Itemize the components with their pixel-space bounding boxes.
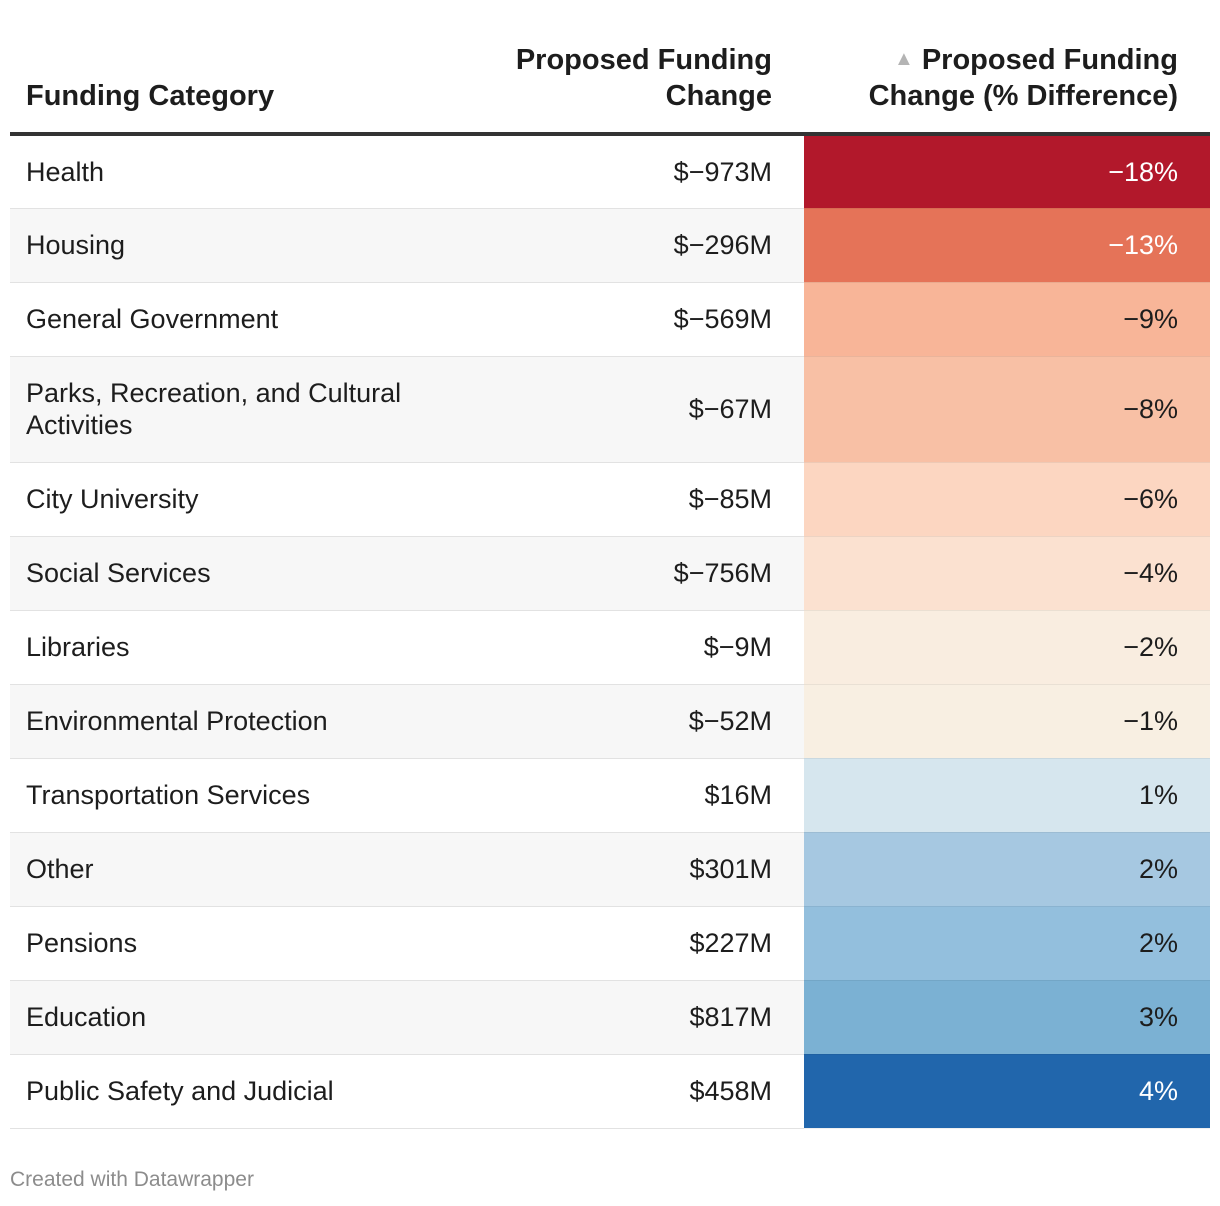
cell-amount: $−9M — [480, 610, 804, 685]
cell-category: Pensions — [10, 906, 480, 981]
column-header-category[interactable]: Funding Category — [10, 0, 480, 136]
cell-amount: $−756M — [480, 536, 804, 611]
column-header-amount[interactable]: Proposed Funding Change — [480, 0, 804, 136]
column-header-category-label: Funding Category — [26, 80, 275, 112]
cell-percent-heat: −6% — [804, 462, 1210, 537]
table-row: Education $817M 3% — [10, 980, 1210, 1055]
table-row: General Government $−569M −9% — [10, 282, 1210, 357]
cell-category: Education — [10, 980, 480, 1055]
cell-percent-heat: −4% — [804, 536, 1210, 611]
table-row: Environmental Protection $−52M −1% — [10, 684, 1210, 759]
table-row: Pensions $227M 2% — [10, 906, 1210, 981]
cell-amount: $−973M — [480, 134, 804, 209]
cell-amount: $−85M — [480, 462, 804, 537]
cell-amount: $16M — [480, 758, 804, 833]
table-row: Other $301M 2% — [10, 832, 1210, 907]
cell-category: Public Safety and Judicial — [10, 1054, 480, 1129]
data-table-container: Funding Category Proposed Funding Change… — [10, 0, 1210, 1129]
table-row: Libraries $−9M −2% — [10, 610, 1210, 685]
header-row: Funding Category Proposed Funding Change… — [10, 0, 1210, 136]
cell-category: Other — [10, 832, 480, 907]
cell-percent-heat: −18% — [804, 134, 1210, 209]
datawrapper-credit: Created with Datawrapper — [10, 1168, 254, 1191]
cell-amount: $−67M — [480, 356, 804, 463]
cell-percent-heat: 4% — [804, 1054, 1210, 1129]
cell-category: Social Services — [10, 536, 480, 611]
cell-amount: $301M — [480, 832, 804, 907]
cell-category: City University — [10, 462, 480, 537]
cell-percent-heat: −2% — [804, 610, 1210, 685]
cell-percent-heat: −9% — [804, 282, 1210, 357]
cell-amount: $−296M — [480, 208, 804, 283]
cell-category: Environmental Protection — [10, 684, 480, 759]
cell-percent-heat: 2% — [804, 832, 1210, 907]
cell-amount: $458M — [480, 1054, 804, 1129]
table-header: Funding Category Proposed Funding Change… — [10, 0, 1210, 136]
cell-category: Libraries — [10, 610, 480, 685]
cell-amount: $817M — [480, 980, 804, 1055]
cell-amount: $−569M — [480, 282, 804, 357]
sort-ascending-icon[interactable]: ▲ — [894, 48, 914, 70]
cell-category: Transportation Services — [10, 758, 480, 833]
table-row: Parks, Recreation, and Cultural Activiti… — [10, 356, 1210, 463]
cell-percent-heat: 3% — [804, 980, 1210, 1055]
cell-percent-heat: −8% — [804, 356, 1210, 463]
column-header-percent[interactable]: ▲ Proposed Funding Change (% Difference) — [804, 0, 1210, 136]
table-row: Social Services $−756M −4% — [10, 536, 1210, 611]
table-row: Health $−973M −18% — [10, 134, 1210, 209]
table-row: City University $−85M −6% — [10, 462, 1210, 537]
table-row: Public Safety and Judicial $458M 4% — [10, 1054, 1210, 1129]
cell-amount: $227M — [480, 906, 804, 981]
cell-category: Health — [10, 134, 480, 209]
funding-table: Funding Category Proposed Funding Change… — [10, 0, 1210, 1129]
cell-category: Housing — [10, 208, 480, 283]
cell-category: Parks, Recreation, and Cultural Activiti… — [10, 356, 480, 463]
cell-percent-heat: −13% — [804, 208, 1210, 283]
column-header-percent-label: Proposed Funding Change (% Difference) — [868, 44, 1178, 112]
cell-percent-heat: 1% — [804, 758, 1210, 833]
column-header-amount-label: Proposed Funding Change — [515, 44, 772, 112]
table-body: Health $−973M −18% Housing $−296M −13% General… — [10, 134, 1210, 1129]
cell-percent-heat: −1% — [804, 684, 1210, 759]
table-row: Housing $−296M −13% — [10, 208, 1210, 283]
cell-category: General Government — [10, 282, 480, 357]
cell-percent-heat: 2% — [804, 906, 1210, 981]
table-row: Transportation Services $16M 1% — [10, 758, 1210, 833]
cell-amount: $−52M — [480, 684, 804, 759]
